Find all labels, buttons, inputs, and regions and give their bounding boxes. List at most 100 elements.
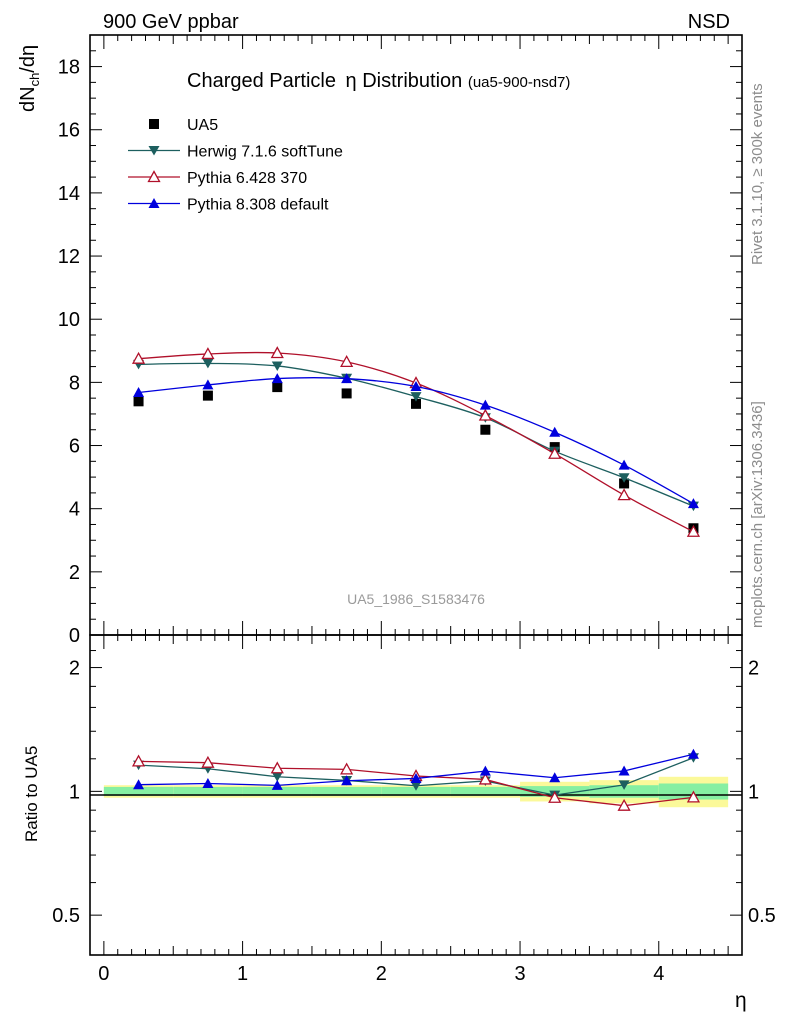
data-point (618, 473, 630, 483)
legend-marker (147, 170, 161, 183)
y-tick-label: 10 (58, 309, 80, 331)
data-point (687, 498, 699, 509)
ratio-point (202, 777, 214, 788)
mcplots-label: mcplots.cern.ch [arXiv:1306.3436] (749, 401, 766, 628)
chart-title-main-2: Distribution (362, 70, 462, 92)
ratio-frame (89, 634, 743, 956)
legend-marker (148, 146, 160, 156)
x-tick-label: 3 (514, 963, 525, 985)
ratio-series (131, 748, 701, 811)
ratio-point (271, 779, 283, 790)
x-axis-label: η (735, 989, 747, 1012)
data-point (478, 408, 492, 421)
data-point (411, 398, 421, 409)
data-point (340, 354, 354, 367)
ratio-y-tick-label: 1 (69, 781, 80, 803)
series-3 (133, 373, 699, 509)
ratio-point (340, 762, 354, 775)
ratio-y-tick-label: 0.5 (52, 905, 80, 927)
y-axis-label-ratio: Ratio to UA5 (22, 746, 41, 842)
data-point (341, 388, 352, 399)
ratio-point (617, 798, 631, 811)
chart-title: Charged Particle η Distribution (ua5-900… (187, 70, 570, 92)
data-point (271, 373, 283, 384)
data-point (202, 379, 214, 390)
y-tick-label: 14 (58, 183, 80, 205)
legend: UA5 Herwig 7.1.6 softTune Pythia 6.428 370… (128, 117, 343, 214)
data-point (270, 346, 284, 359)
x-tick-label: 2 (376, 963, 387, 985)
ratio-point (549, 772, 561, 783)
legend-label: Pythia 8.308 default (187, 197, 329, 214)
ratio-point (548, 790, 562, 803)
data-point (619, 478, 630, 489)
x-tick-label: 4 (653, 963, 664, 985)
data-point (480, 424, 491, 435)
ratio-ticks: 0.5 0.5 1 1 2 2 0 1 2 3 4 (52, 634, 776, 985)
legend-marker (148, 198, 160, 208)
y-tick-label: 12 (58, 246, 80, 268)
y-tick-label: 2 (69, 562, 80, 584)
data-point (202, 358, 214, 369)
ratio-point (410, 781, 422, 791)
y-tick-label: 0 (69, 625, 80, 647)
header-right: NSD (688, 11, 730, 33)
chart-title-main: Charged Particle (187, 70, 336, 92)
ratio-point (618, 765, 630, 776)
data-point (271, 361, 283, 371)
rivet-label: Rivet 3.1.10, ≥ 300k events (749, 83, 766, 265)
data-point (548, 446, 562, 459)
ratio-point (131, 754, 146, 767)
ratio-point (341, 775, 353, 786)
ratio-series-2 (133, 748, 699, 790)
ratio-y-tick-label-right: 0.5 (748, 905, 776, 927)
chart-title-sub: (ua5-900-nsd7) (468, 74, 571, 91)
y-tick-label: 8 (69, 372, 80, 394)
ratio-y-tick-label: 2 (69, 658, 80, 680)
ratio-panel: 0.5 0.5 1 1 2 2 0 1 2 3 4 Ratio to UA5 η (22, 634, 776, 1012)
main-series (131, 346, 701, 537)
band-inner (103, 786, 174, 796)
data-point (133, 386, 145, 397)
band-inner (450, 786, 521, 796)
y-tick-label: 4 (69, 499, 80, 521)
data-point (479, 399, 491, 410)
data-point (341, 373, 353, 384)
data-point (549, 426, 561, 437)
x-tick-label: 0 (98, 963, 109, 985)
legend-label: Herwig 7.1.6 softTune (187, 144, 343, 161)
data-point (686, 524, 701, 537)
ratio-point (201, 755, 215, 768)
ratio-point (410, 772, 422, 783)
legend-label: UA5 (187, 117, 218, 134)
x-tick-label: 1 (237, 963, 248, 985)
main-panel: 0 2 4 6 8 10 12 14 16 18 Charged Particle η Distr… (17, 34, 743, 647)
band-inner (311, 786, 382, 796)
data-point (202, 390, 213, 401)
data-point (272, 382, 283, 393)
ratio-point (133, 779, 145, 790)
data-point (410, 392, 422, 402)
ratio-point (479, 765, 491, 776)
data-point (617, 488, 631, 501)
series-0 (133, 382, 699, 534)
header-left: 900 GeV ppbar (103, 11, 239, 33)
data-point (618, 459, 630, 470)
ratio-point (270, 761, 284, 774)
ratio-y-tick-label-right: 2 (748, 658, 759, 680)
data-point (201, 347, 215, 360)
y-tick-label: 6 (69, 436, 80, 458)
ratio-point (686, 790, 701, 803)
legend-marker (149, 119, 159, 129)
y-tick-label: 16 (58, 120, 80, 142)
chart-title-symbol: η (346, 70, 357, 92)
band-inner (242, 786, 312, 796)
ratio-y-tick-label-right: 1 (748, 781, 759, 803)
data-point (133, 396, 144, 407)
series-2 (131, 346, 701, 537)
ratio-point (618, 780, 630, 790)
data-point (410, 380, 422, 391)
legend-label: Pythia 6.428 370 (187, 170, 307, 187)
data-point (131, 351, 146, 364)
